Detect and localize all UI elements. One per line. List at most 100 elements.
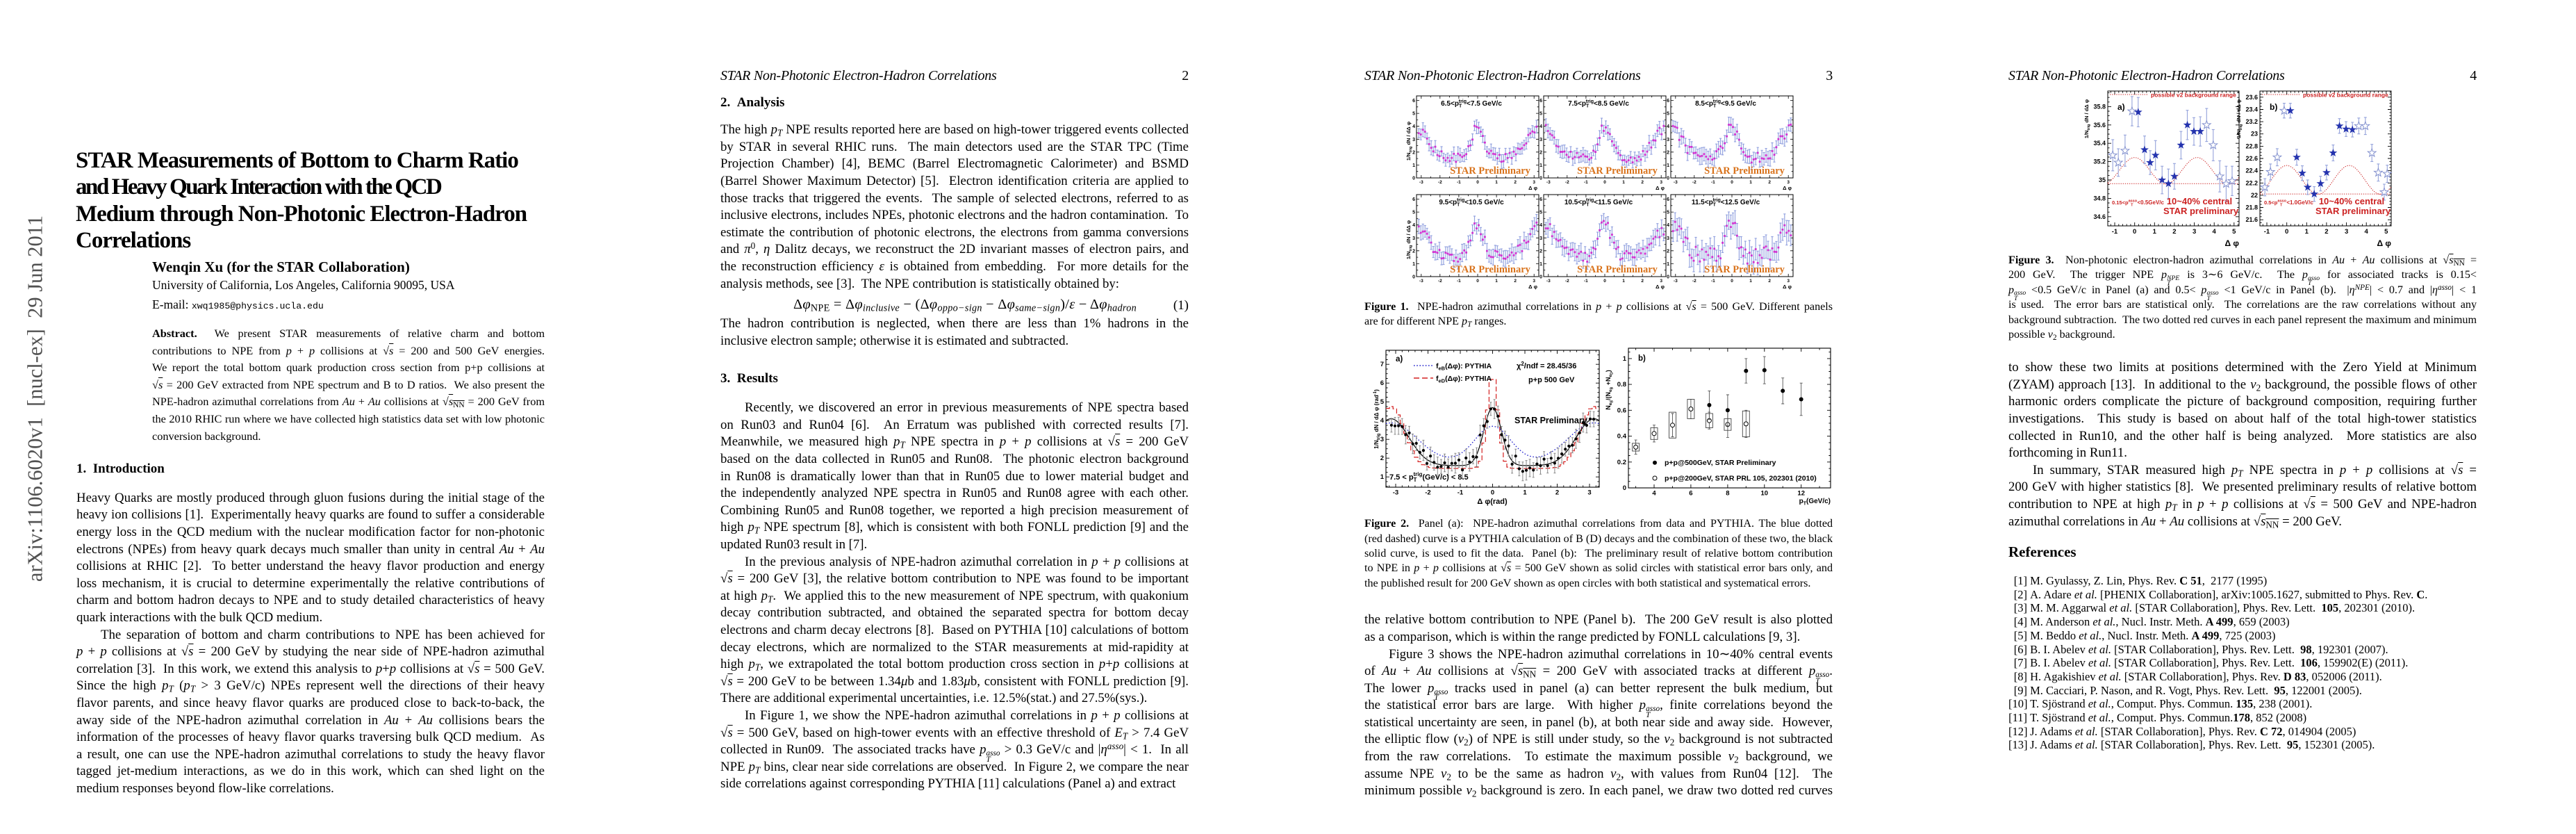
svg-text:22.6: 22.6: [2245, 155, 2258, 162]
svg-text:1: 1: [1539, 163, 1542, 168]
svg-text:6: 6: [1539, 99, 1542, 104]
svg-text:7: 7: [1380, 361, 1384, 368]
svg-text:NeB/(NeB +NeD): NeB/(NeB +NeD): [1605, 370, 1615, 410]
svg-text:Δ φ: Δ φ: [2377, 238, 2391, 248]
svg-text:2: 2: [1412, 249, 1415, 254]
svg-text:0: 0: [2285, 228, 2288, 236]
svg-text:0: 0: [1623, 484, 1626, 492]
svg-text:34.8: 34.8: [2093, 195, 2106, 202]
svg-text:0: 0: [1476, 279, 1479, 284]
svg-text:2: 2: [1514, 180, 1517, 185]
svg-text:1/Ntrig dN / dΔ φ: 1/Ntrig dN / dΔ φ: [2083, 99, 2091, 138]
svg-text:3: 3: [1587, 489, 1591, 497]
svg-text:3: 3: [2345, 228, 2348, 236]
svg-text:3: 3: [1667, 236, 1669, 241]
svg-text:3: 3: [1787, 180, 1790, 185]
svg-text:2: 2: [1667, 249, 1669, 254]
svg-text:8: 8: [1726, 490, 1729, 498]
svg-text:-3: -3: [1674, 279, 1678, 284]
svg-text:10.5<pTtrig<11.5 GeV/c: 10.5<pTtrig<11.5 GeV/c: [1564, 198, 1633, 208]
svg-text:possible v2 background range: possible v2 background range: [2303, 92, 2388, 99]
svg-text:0: 0: [1603, 180, 1606, 185]
svg-text:4: 4: [1652, 490, 1656, 498]
svg-text:35.6: 35.6: [2093, 122, 2106, 129]
svg-text:p+p@200GeV, STAR PRL 105, 2023: p+p@200GeV, STAR PRL 105, 202301 (2010): [1665, 475, 1817, 483]
svg-text:2: 2: [1412, 150, 1415, 155]
svg-text:3: 3: [1412, 138, 1415, 142]
svg-text:3: 3: [1380, 436, 1384, 443]
svg-text:3: 3: [1539, 236, 1542, 241]
svg-text:6: 6: [1667, 197, 1669, 202]
svg-text:10~40% central: 10~40% central: [2167, 196, 2232, 206]
svg-text:-3: -3: [1546, 279, 1551, 284]
svg-text:35.2: 35.2: [2093, 158, 2106, 165]
svg-text:6: 6: [1667, 99, 1669, 104]
svg-text:2: 2: [2325, 228, 2328, 236]
svg-text:3: 3: [1660, 180, 1662, 185]
svg-text:0: 0: [1412, 177, 1415, 181]
svg-text:3: 3: [1787, 279, 1790, 284]
svg-text:2: 2: [1768, 279, 1771, 284]
svg-text:possible v2 background range: possible v2 background range: [2151, 92, 2236, 99]
svg-text:-1: -1: [1457, 279, 1461, 284]
svg-text:-3: -3: [1419, 180, 1423, 185]
svg-text:p+p@500GeV, STAR Preliminary: p+p@500GeV, STAR Preliminary: [1665, 459, 1776, 467]
svg-text:6: 6: [1539, 197, 1542, 202]
svg-text:Δ φ(rad): Δ φ(rad): [1477, 498, 1508, 506]
svg-text:4: 4: [1412, 223, 1415, 228]
svg-text:0: 0: [1603, 279, 1606, 284]
svg-text:21.8: 21.8: [2245, 204, 2258, 211]
svg-text:2: 2: [1768, 180, 1771, 185]
svg-text:5: 5: [2384, 228, 2388, 236]
svg-text:2: 2: [1641, 180, 1644, 185]
svg-text:-1: -1: [1584, 279, 1588, 284]
svg-text:1/Ntrig dN / dΔ φ: 1/Ntrig dN / dΔ φ: [2236, 99, 2243, 138]
svg-text:1: 1: [1749, 180, 1752, 185]
svg-text:23.2: 23.2: [2245, 118, 2258, 125]
svg-text:2: 2: [1539, 249, 1542, 254]
svg-text:8.5<pTtrig<9.5 GeV/c: 8.5<pTtrig<9.5 GeV/c: [1695, 99, 1756, 109]
svg-text:Δ φ: Δ φ: [1656, 185, 1665, 191]
svg-text:5: 5: [1412, 211, 1415, 215]
svg-text:5: 5: [1539, 211, 1542, 215]
svg-text:feD(Δφ): PYTHIA: feD(Δφ): PYTHIA: [1436, 375, 1492, 384]
svg-text:STAR Preliminary: STAR Preliminary: [1514, 416, 1587, 425]
svg-text:-1: -1: [2264, 228, 2270, 236]
svg-text:-2: -2: [1438, 279, 1442, 284]
svg-text:STAR Preliminary: STAR Preliminary: [1704, 264, 1785, 275]
svg-text:23.4: 23.4: [2245, 106, 2258, 113]
svg-text:1: 1: [1623, 355, 1627, 363]
svg-text:-3: -3: [1674, 180, 1678, 185]
svg-text:0.4: 0.4: [1617, 433, 1627, 441]
svg-text:0: 0: [1539, 275, 1542, 280]
svg-text:STAR Preliminary: STAR Preliminary: [1450, 264, 1531, 275]
svg-text:1: 1: [1667, 262, 1669, 267]
svg-text:34.6: 34.6: [2093, 213, 2106, 220]
svg-text:1: 1: [1622, 180, 1625, 185]
svg-text:35: 35: [2099, 177, 2106, 183]
svg-text:χ2/ndf = 28.45/36: χ2/ndf = 28.45/36: [1517, 361, 1576, 370]
svg-text:5: 5: [2232, 228, 2236, 236]
svg-text:STAR preliminary: STAR preliminary: [2315, 206, 2391, 216]
svg-text:0: 0: [1412, 275, 1415, 280]
svg-text:1: 1: [1495, 180, 1498, 185]
svg-text:-3: -3: [1393, 489, 1398, 497]
svg-text:4: 4: [1667, 124, 1669, 129]
svg-text:2: 2: [1555, 489, 1559, 497]
svg-text:22.4: 22.4: [2245, 167, 2258, 174]
svg-text:STAR Preliminary: STAR Preliminary: [1450, 165, 1531, 177]
svg-text:Δ φ: Δ φ: [2224, 238, 2239, 248]
svg-text:35.8: 35.8: [2093, 103, 2106, 110]
svg-text:0: 0: [2133, 228, 2136, 236]
svg-text:3: 3: [1539, 138, 1542, 142]
svg-text:Δ φ: Δ φ: [1783, 185, 1792, 191]
svg-text:22.8: 22.8: [2245, 142, 2258, 149]
svg-text:0: 0: [1476, 180, 1479, 185]
svg-text:5: 5: [1667, 211, 1669, 215]
svg-text:3: 3: [1533, 180, 1535, 185]
svg-text:STAR Preliminary: STAR Preliminary: [1577, 264, 1658, 275]
svg-text:7.5 < pTtrig(GeV/c) < 8.5: 7.5 < pTtrig(GeV/c) < 8.5: [1389, 471, 1469, 483]
svg-text:-1: -1: [1711, 180, 1715, 185]
svg-text:2: 2: [1641, 279, 1644, 284]
